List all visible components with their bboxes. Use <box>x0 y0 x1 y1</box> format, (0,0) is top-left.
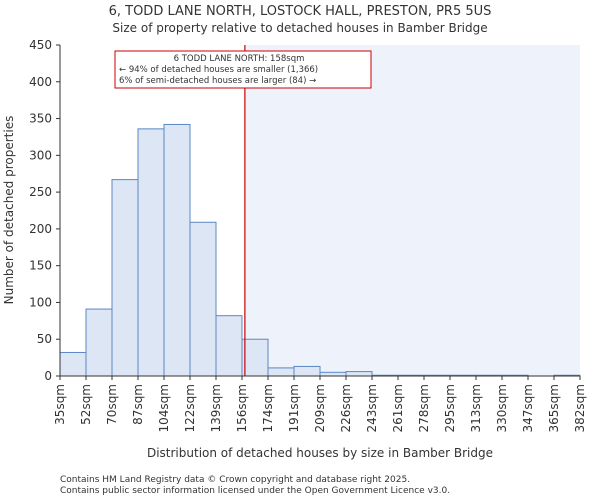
y-tick-label: 0 <box>44 369 52 383</box>
chart-subtitle: Size of property relative to detached ho… <box>112 21 487 35</box>
bar-52sqm <box>85 308 113 377</box>
bar-174sqm <box>267 367 295 377</box>
y-axis-label: Number of detached properties <box>2 116 16 305</box>
annotation-line-3: 6% of semi-detached houses are larger (8… <box>119 76 316 86</box>
x-tick-label: 226sqm <box>339 384 353 432</box>
annotation-box: 6 TODD LANE NORTH: 158sqm ← 94% of detac… <box>114 50 372 89</box>
y-tick-label: 200 <box>29 222 52 236</box>
x-tick-label: 122sqm <box>183 384 197 432</box>
annotation-line-2: ← 94% of detached houses are smaller (1,… <box>119 65 318 75</box>
x-tick-label: 139sqm <box>209 384 223 432</box>
bar-209sqm <box>319 371 347 377</box>
bar-139sqm <box>215 315 243 377</box>
annotation-line-1: 6 TODD LANE NORTH: 158sqm <box>174 54 305 64</box>
x-tick-label: 261sqm <box>391 384 405 432</box>
bar-122sqm <box>189 221 217 377</box>
bar-191sqm <box>293 365 321 377</box>
x-tick-label: 174sqm <box>261 384 275 432</box>
bar-87sqm <box>137 128 165 377</box>
footer-line-1: Contains HM Land Registry data © Crown c… <box>60 475 410 485</box>
bar-156sqm <box>241 338 269 377</box>
x-tick-label: 209sqm <box>313 384 327 432</box>
y-tick-label: 250 <box>29 185 52 199</box>
x-tick-label: 295sqm <box>443 384 457 432</box>
chart-title: 6, TODD LANE NORTH, LOSTOCK HALL, PRESTO… <box>109 4 492 19</box>
x-tick-label: 347sqm <box>521 384 535 432</box>
annotation-frame <box>114 50 372 89</box>
x-tick-label: 191sqm <box>287 384 301 432</box>
y-tick-label: 50 <box>37 332 52 346</box>
y-tick-label: 350 <box>29 112 52 126</box>
x-axis: 35sqm 52sqm 70sqm 87sqm 104sqm 122sqm 139sqm 15… <box>53 375 587 432</box>
y-axis: 0 50 100 150 200 250 300 350 400 450 <box>29 38 61 383</box>
x-tick-label: 156sqm <box>235 384 249 432</box>
x-tick-label: 52sqm <box>79 384 93 425</box>
bar-70sqm <box>111 179 139 377</box>
y-tick-label: 450 <box>29 38 52 52</box>
x-tick-label: 243sqm <box>365 384 379 432</box>
bar-104sqm <box>163 123 191 377</box>
bar-35sqm <box>59 351 87 377</box>
x-tick-label: 330sqm <box>495 384 509 432</box>
x-tick-label: 365sqm <box>547 384 561 432</box>
x-axis-label: Distribution of detached houses by size … <box>147 446 493 460</box>
footer-line-2: Contains public sector information licen… <box>60 486 450 496</box>
y-tick-label: 300 <box>29 148 52 162</box>
x-tick-label: 87sqm <box>131 384 145 425</box>
larger-region-shading <box>244 45 580 376</box>
x-tick-label: 313sqm <box>469 384 483 432</box>
x-tick-label: 278sqm <box>417 384 431 432</box>
y-tick-label: 150 <box>29 259 52 273</box>
x-tick-label: 104sqm <box>157 384 171 432</box>
x-tick-label: 382sqm <box>573 384 587 432</box>
x-tick-label: 35sqm <box>53 384 67 425</box>
x-tick-label: 70sqm <box>105 384 119 425</box>
bars-group <box>59 123 581 377</box>
y-tick-label: 100 <box>29 295 52 309</box>
bar-226sqm <box>345 371 373 377</box>
y-tick-label: 400 <box>29 75 52 89</box>
